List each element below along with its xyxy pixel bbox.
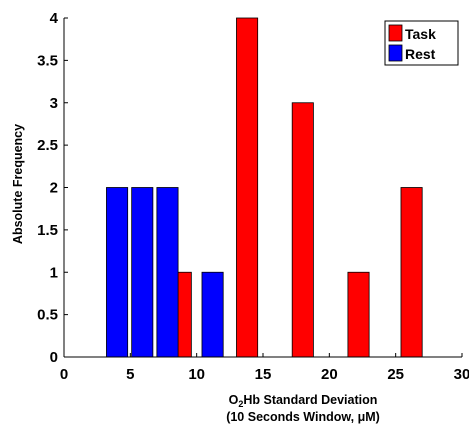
legend-label-rest: Rest	[405, 46, 436, 62]
legend-label-task: Task	[405, 26, 436, 42]
x-axis-title-line2: (10 Seconds Window, μM)	[226, 410, 380, 424]
y-axis-ticks: 0 0.5 1 1.5 2 2.5 3 3.5 4	[37, 10, 68, 366]
x-axis-ticks: 0 5 10 15 20 25 30	[60, 353, 469, 383]
y-tick-label: 3.5	[37, 52, 58, 69]
bar-rest	[201, 271, 224, 358]
x-tick-label: 15	[255, 366, 272, 383]
y-tick-label: 2	[50, 180, 58, 197]
y-tick-label: 1	[50, 264, 58, 281]
bar-task	[291, 102, 314, 358]
x-tick-label: 5	[126, 366, 134, 383]
x-tick-label: 30	[454, 366, 469, 383]
y-axis-title: Absolute Frequency	[11, 124, 25, 244]
y-tick-label: 0	[50, 349, 58, 366]
x-axis-title-suffix: Hb Standard Deviation	[243, 393, 377, 407]
x-tick-label: 20	[321, 366, 338, 383]
x-axis-title-line1: O2Hb Standard Deviation	[229, 393, 378, 409]
bar-rest	[131, 187, 154, 358]
y-tick-label: 4	[50, 10, 59, 27]
legend: Task Rest	[384, 20, 459, 66]
x-tick-label: 0	[60, 366, 68, 383]
x-tick-label: 10	[188, 366, 205, 383]
bar-task	[400, 187, 423, 358]
bars	[106, 17, 423, 358]
y-tick-label: 3	[50, 95, 58, 112]
bar-task	[236, 17, 259, 358]
y-tick-label: 1.5	[37, 222, 58, 239]
bar-rest	[156, 187, 179, 358]
legend-swatch-rest	[388, 44, 403, 62]
y-tick-label: 0.5	[37, 307, 58, 324]
x-axis-title-subscript: 2	[238, 399, 243, 409]
x-axis-title-prefix: O	[229, 393, 239, 407]
legend-swatch-task	[388, 24, 403, 42]
y-tick-label: 2.5	[37, 137, 58, 154]
bar-rest	[106, 187, 129, 358]
x-tick-label: 25	[387, 366, 404, 383]
bar-task	[347, 271, 370, 358]
